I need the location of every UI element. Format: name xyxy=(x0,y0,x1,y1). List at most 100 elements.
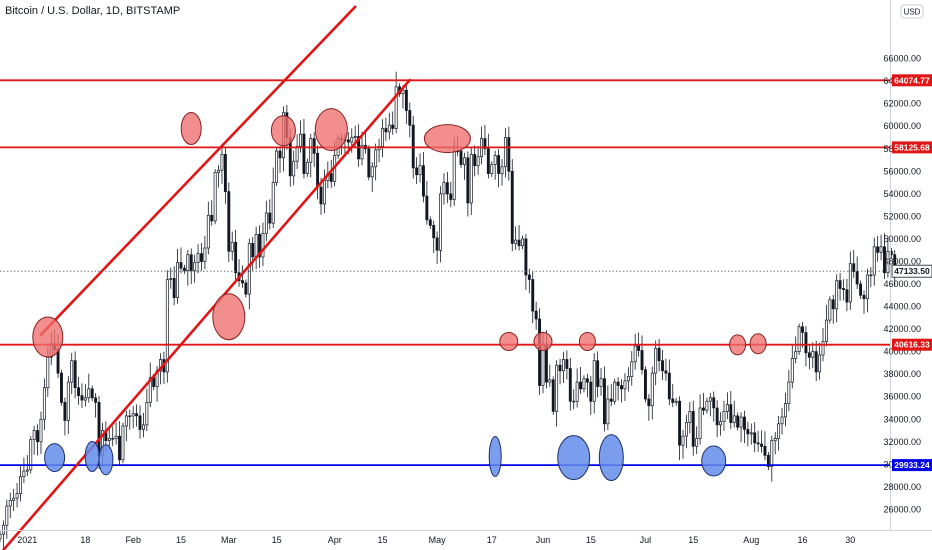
support-marker[interactable] xyxy=(598,434,624,482)
candle xyxy=(729,391,733,429)
candle xyxy=(370,162,374,192)
y-tick-label: 42000.00 xyxy=(883,324,921,334)
candle xyxy=(538,308,542,395)
candle xyxy=(77,377,80,405)
candle xyxy=(66,375,70,434)
support-marker[interactable] xyxy=(557,435,591,481)
x-tick-label: Mar xyxy=(221,535,237,545)
resistance-marker[interactable] xyxy=(423,124,471,154)
candle xyxy=(705,397,709,414)
candle xyxy=(87,373,91,403)
candle xyxy=(439,186,442,263)
candle xyxy=(5,499,9,539)
resistance-marker[interactable] xyxy=(578,332,596,351)
candle xyxy=(309,133,313,178)
resistance-marker[interactable] xyxy=(180,112,202,145)
candle xyxy=(773,432,777,455)
candle xyxy=(0,530,2,543)
candle xyxy=(432,220,436,253)
candle xyxy=(12,488,16,512)
candle xyxy=(500,159,504,186)
candle xyxy=(524,234,528,291)
candle xyxy=(39,411,43,454)
candle xyxy=(312,132,316,167)
support-marker[interactable] xyxy=(44,443,66,473)
candle xyxy=(712,391,716,422)
trend-channel[interactable] xyxy=(2,5,412,550)
y-tick-label: 32000.00 xyxy=(883,437,921,447)
x-tick-label: 15 xyxy=(688,535,698,545)
resistance-marker[interactable] xyxy=(749,333,767,355)
markers-layer[interactable] xyxy=(32,108,767,482)
y-tick-label: 48000.00 xyxy=(883,257,921,267)
time-axis[interactable]: 2021 18 Feb 15 Mar 15 Apr 15 May 17 Jun 15 Jul 15 Aug 1… xyxy=(17,535,855,545)
candle xyxy=(200,242,203,271)
candle xyxy=(179,247,183,274)
candle xyxy=(275,147,279,186)
resistance-marker[interactable] xyxy=(499,332,519,351)
support-marker[interactable] xyxy=(701,445,727,477)
candle xyxy=(15,482,19,508)
candle xyxy=(862,290,866,314)
candle xyxy=(643,366,647,403)
resistance-marker[interactable] xyxy=(314,108,348,152)
candle xyxy=(145,388,149,432)
candle xyxy=(664,358,668,381)
candle xyxy=(210,200,214,226)
candle xyxy=(859,280,863,299)
support-marker[interactable] xyxy=(98,444,114,476)
candle xyxy=(305,158,309,177)
candle xyxy=(626,367,630,392)
candle xyxy=(493,150,497,180)
resistance-marker[interactable] xyxy=(533,332,553,351)
candle xyxy=(278,146,282,173)
candle xyxy=(606,385,610,431)
candle xyxy=(623,373,627,401)
x-tick-label: 15 xyxy=(586,535,596,545)
candle xyxy=(114,422,118,445)
candle xyxy=(804,326,808,367)
candle xyxy=(688,402,692,434)
candle xyxy=(630,351,634,386)
candle xyxy=(138,405,142,439)
candle xyxy=(719,412,723,436)
candle xyxy=(186,249,190,286)
candle xyxy=(121,422,125,464)
resistance-marker[interactable] xyxy=(32,316,64,358)
candle xyxy=(671,383,675,408)
candle xyxy=(558,358,562,385)
candle xyxy=(483,125,487,156)
candle xyxy=(418,153,422,183)
candle xyxy=(391,111,395,135)
candle xyxy=(811,342,815,368)
candle xyxy=(22,457,26,484)
resistance-marker[interactable] xyxy=(212,293,246,341)
svg-text:29933.24: 29933.24 xyxy=(894,460,930,470)
resistance-marker[interactable] xyxy=(270,115,296,147)
candle xyxy=(534,301,538,330)
channel-line[interactable] xyxy=(39,5,357,337)
resistance-marker[interactable] xyxy=(729,334,747,356)
y-tick-label: 60000.00 xyxy=(883,121,921,131)
candle xyxy=(647,394,651,421)
price-axis[interactable]: 26000.0028000.0030000.0032000.0034000.00… xyxy=(883,54,921,515)
candle xyxy=(63,397,67,436)
candle xyxy=(73,351,77,399)
currency-badge[interactable]: USD xyxy=(900,4,924,19)
candle xyxy=(548,364,552,387)
candle xyxy=(620,379,623,403)
support-marker[interactable] xyxy=(84,441,100,472)
candle xyxy=(517,225,521,251)
y-tick-label: 34000.00 xyxy=(883,414,921,424)
candle xyxy=(661,349,664,380)
support-marker[interactable] xyxy=(488,436,502,477)
channel-line[interactable] xyxy=(2,78,412,550)
candle xyxy=(691,400,695,456)
candle xyxy=(203,235,207,270)
candle xyxy=(131,405,135,429)
candle xyxy=(182,264,186,274)
candle xyxy=(230,231,234,261)
candle xyxy=(19,464,22,502)
